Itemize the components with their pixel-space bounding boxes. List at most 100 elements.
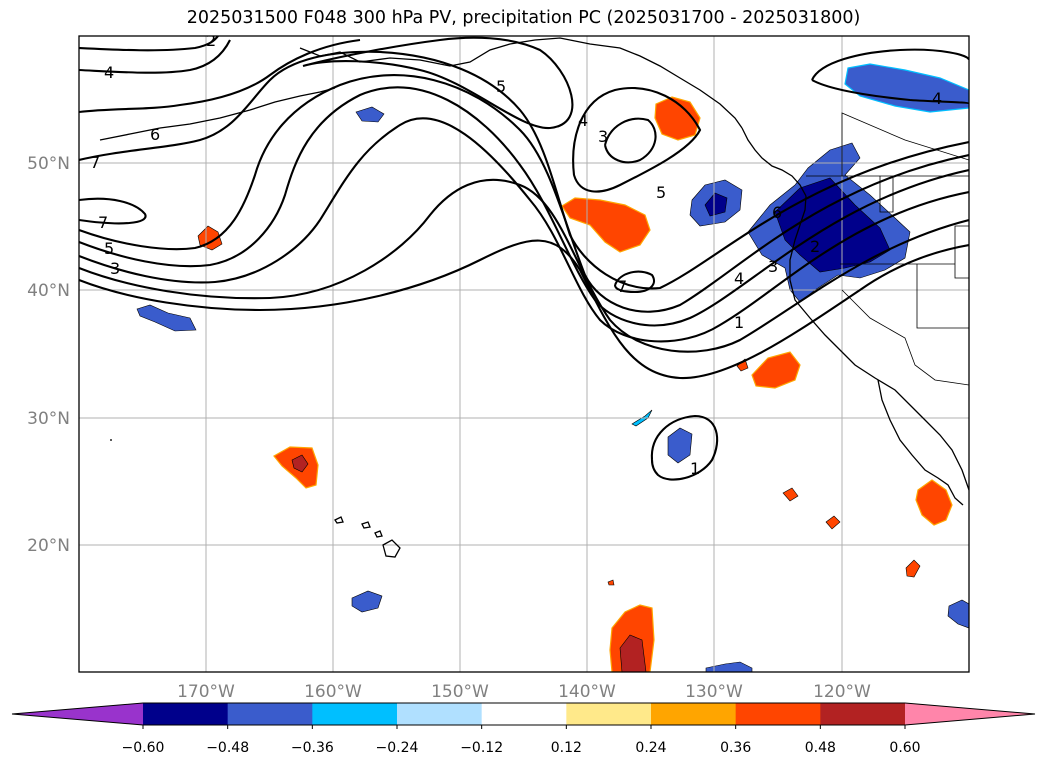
pv-label: 3: [768, 257, 778, 276]
colorbar-segment: [143, 703, 229, 725]
pv-label: 5: [656, 183, 666, 202]
lon-tick-label: 120°W: [813, 682, 871, 702]
colorbar: −0.60 −0.48 −0.36 −0.24 −0.12 0.12 0.24 0.36 0.4…: [11, 702, 1036, 756]
lon-tick-label: 140°W: [558, 682, 616, 702]
pv-label: 4: [104, 63, 114, 82]
map-gridlines: [79, 36, 969, 672]
pos-anomaly-small4: [607, 579, 615, 586]
neg-anomaly-sub: [667, 427, 693, 464]
pos-anomaly-small2: [825, 515, 841, 530]
pos-anomaly-west: [197, 225, 223, 251]
colorbar-segment: [227, 703, 313, 725]
pv-label: 1: [734, 313, 744, 332]
colorbar-labels: −0.60 −0.48 −0.36 −0.24 −0.12 0.12 0.24 0.36 0.4…: [122, 725, 921, 756]
pv-label: 2: [810, 237, 820, 256]
precip-shading: [136, 63, 969, 672]
pv-contour-13: [603, 117, 657, 164]
pv-contour-2: [79, 178, 969, 353]
lat-tick-label: 20°N: [27, 536, 70, 556]
hawaii-4: [382, 539, 401, 558]
coastlines: [99, 37, 969, 558]
colorbar-extend-low: [12, 703, 143, 725]
pv-contour-11: [302, 36, 574, 130]
colorbar-tick-label: 0.48: [805, 740, 836, 756]
pv-contour-10: [79, 36, 219, 52]
longitude-labels: 170°W 160°W 150°W 140°W 130°W 120°W: [177, 682, 871, 702]
map-frame: [78, 35, 970, 673]
pv-label: 3: [110, 259, 120, 278]
colorbar-tick-label: 0.36: [720, 740, 751, 756]
colorbar-segment: [481, 703, 567, 725]
colorbar-tick-label: −0.48: [206, 740, 249, 756]
chart-title: 2025031500 F048 300 hPa PV, precipitatio…: [186, 8, 861, 28]
pos-anomaly-ca: [751, 351, 801, 389]
pv-contour-4: [79, 86, 969, 327]
pv-contours: [79, 36, 969, 481]
pv-contour-7: [79, 50, 969, 290]
lon-tick-label: 170°W: [177, 682, 235, 702]
bc-coast: [741, 127, 807, 197]
pv-contour-9: [79, 39, 231, 74]
neg-anomaly-hi: [351, 590, 383, 613]
pv-contour-1: [79, 239, 969, 380]
latitude-labels: 50°N 40°N 30°N 20°N: [27, 154, 70, 556]
colorbar-tick-label: −0.24: [376, 740, 419, 756]
pos-anomaly-small3: [905, 559, 921, 578]
colorbar-segments: [12, 703, 1035, 725]
pv-contour-labels: 2 4 6 7 7 5 3 5 4 3 5 7 4 3 1 6 2 4 1: [90, 31, 942, 478]
lon-tick-label: 130°W: [685, 682, 743, 702]
pv-contour-12: [572, 87, 702, 193]
neg-anomaly-offshore-core: [704, 192, 728, 217]
aleutians: [99, 87, 336, 141]
pv-contour-6: [79, 197, 147, 225]
pv-label: 7: [98, 213, 108, 232]
alaska-coast: [299, 37, 743, 129]
pv-label: 2: [206, 31, 216, 50]
pv-label: 7: [90, 153, 100, 172]
colorbar-tick-label: 0.24: [635, 740, 666, 756]
map-plot-area: 2 4 6 7 7 5 3 5 4 3 5 7 4 3 1 6 2 4 1: [79, 31, 969, 672]
pv-contour-17: [811, 79, 969, 106]
pv-label: 4: [734, 269, 744, 288]
colorbar-tick-label: −0.60: [122, 740, 165, 756]
baja: [877, 379, 964, 506]
pv-label: 4: [932, 89, 942, 108]
colorbar-tick-label: 0.60: [889, 740, 920, 756]
us-west-coast: [789, 195, 969, 491]
pv-label: 6: [772, 203, 782, 222]
colorbar-tick-label: −0.12: [460, 740, 503, 756]
colorbar-segment: [397, 703, 483, 725]
colorbar-segment: [566, 703, 652, 725]
colorbar-segment: [312, 703, 398, 725]
pv-contour-5: [79, 74, 969, 313]
pos-anomaly-mex: [915, 479, 953, 526]
neg-anomaly-alberta: [844, 63, 969, 113]
hawaii-1: [334, 516, 344, 524]
colorbar-extend-high: [905, 703, 1035, 725]
lon-tick-label: 150°W: [431, 682, 489, 702]
pv-label: 1: [690, 459, 700, 478]
lat-tick-label: 50°N: [27, 154, 70, 174]
pv-label: 3: [598, 127, 608, 146]
lat-tick-label: 40°N: [27, 281, 70, 301]
pv-label: 5: [104, 239, 114, 258]
neg-anomaly-se: [947, 599, 969, 629]
pv-contour-16: [811, 48, 969, 81]
colorbar-tick-label: −0.36: [291, 740, 334, 756]
pv-contour-3: [79, 117, 969, 343]
pv-contour-14: [613, 270, 656, 294]
pos-anomaly-small1: [782, 487, 799, 502]
colorbar-segment: [735, 703, 821, 725]
colorbar-tick-label: 0.12: [551, 740, 582, 756]
pv-label: 7: [617, 277, 627, 296]
lat-tick-label: 30°N: [27, 409, 70, 429]
colorbar-segment: [820, 703, 906, 725]
hawaii-3: [374, 530, 383, 538]
neg-anomaly-small1: [355, 106, 385, 123]
pv-label: 5: [496, 77, 506, 96]
pv-label: 6: [150, 125, 160, 144]
neg-anomaly-west: [136, 304, 197, 332]
pos-anomaly-gulf: [654, 96, 701, 141]
pv-contour-15: [650, 414, 719, 481]
